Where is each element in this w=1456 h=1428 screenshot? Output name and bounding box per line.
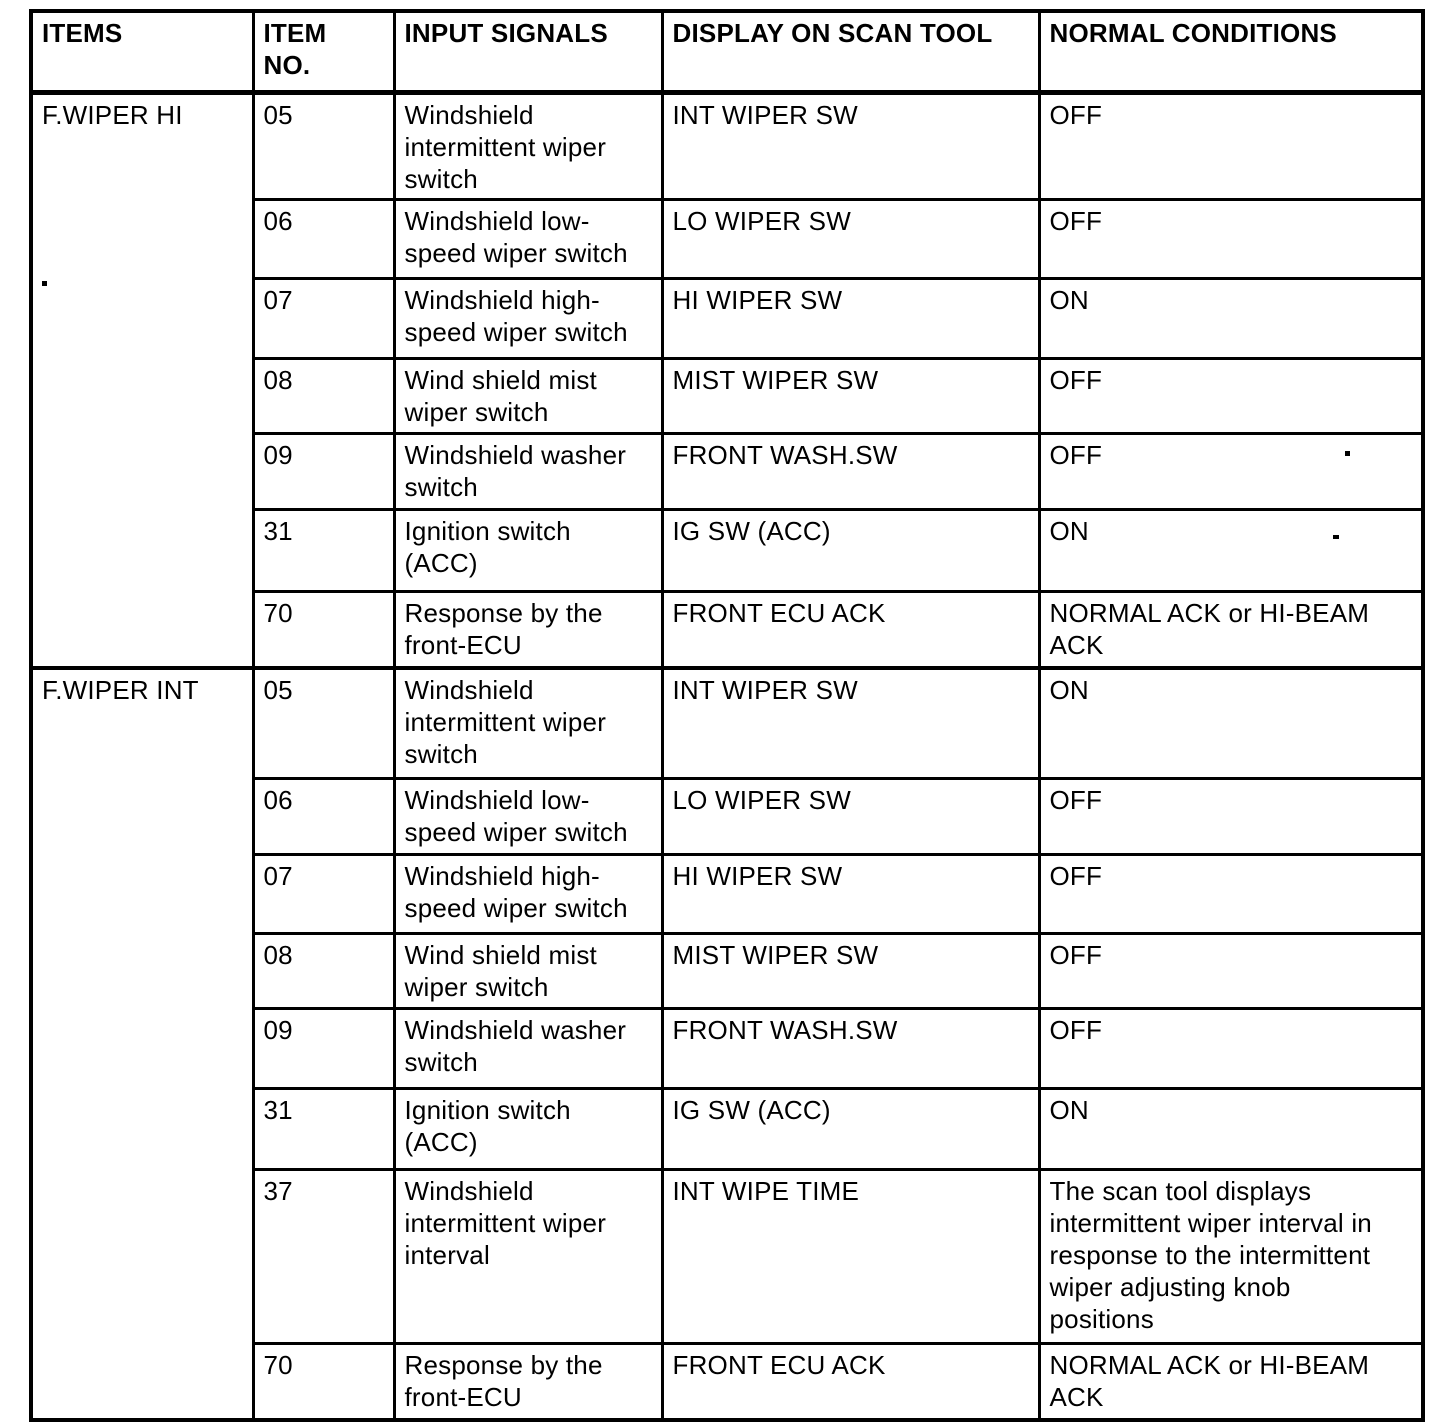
cell-input-signal: Windshield low- speed wiper switch — [392, 776, 664, 856]
cell-normal-condition: OFF — [1037, 852, 1425, 935]
cell-item-no: 07 — [251, 852, 396, 935]
cell-display: FRONT WASH.SW — [660, 1006, 1041, 1090]
cell-input-signal: Response by the front-ECU — [392, 1341, 664, 1422]
cell-normal-condition: OFF — [1037, 356, 1425, 435]
scan-speck — [1345, 451, 1350, 456]
cell-input-signal: Windshield intermittent wiper switch — [392, 666, 664, 780]
cell-item-no: 37 — [251, 1167, 396, 1345]
cell-item-no: 05 — [251, 90, 396, 201]
cell-display: LO WIPER SW — [660, 197, 1041, 280]
cell-input-signal: Wind shield mist wiper switch — [392, 356, 664, 435]
cell-normal-condition: OFF — [1037, 90, 1425, 201]
cell-display: INT WIPER SW — [660, 666, 1041, 780]
table-row: 31 Ignition switch (ACC) IG SW (ACC) ON — [31, 507, 1425, 593]
cell-normal-condition: ON — [1037, 1086, 1425, 1171]
cell-input-signal: Ignition switch (ACC) — [392, 507, 664, 593]
cell-normal-condition: ON — [1037, 276, 1425, 360]
cell-normal-condition: ON — [1037, 666, 1425, 780]
cell-input-signal: Windshield intermittent wiper switch — [392, 90, 664, 201]
cell-display: FRONT ECU ACK — [660, 589, 1041, 670]
column-header-display-on-scan-tool: DISPLAY ON SCAN TOOL — [660, 9, 1041, 95]
table-row: 70 Response by the front-ECU FRONT ECU A… — [31, 589, 1425, 670]
cell-item-no: 31 — [251, 507, 396, 593]
cell-normal-condition: NORMAL ACK or HI-BEAM ACK — [1037, 589, 1425, 670]
cell-normal-condition: The scan tool displays intermittent wipe… — [1037, 1167, 1425, 1345]
cell-normal-condition: OFF — [1037, 431, 1425, 511]
cell-item-no: 06 — [251, 197, 396, 280]
cell-input-signal: Windshield low- speed wiper switch — [392, 197, 664, 280]
cell-display: HI WIPER SW — [660, 852, 1041, 935]
cell-input-signal: Windshield washer switch — [392, 1006, 664, 1090]
cell-item-no: 07 — [251, 276, 396, 360]
table-row: F.WIPER INT 05 Windshield intermittent w… — [29, 666, 1425, 1422]
cell-item-no: 08 — [251, 356, 396, 435]
cell-item-no: 70 — [251, 1341, 396, 1422]
cell-item-no: 08 — [251, 931, 396, 1010]
cell-item-no: 09 — [251, 1006, 396, 1090]
cell-display: INT WIPE TIME — [660, 1167, 1041, 1345]
table-row: 09 Windshield washer switch FRONT WASH.S… — [31, 1006, 1425, 1090]
cell-item-no: 06 — [251, 776, 396, 856]
table-row: 07 Windshield high- speed wiper switch H… — [31, 276, 1425, 360]
cell-input-signal: Response by the front-ECU — [392, 589, 664, 670]
cell-normal-condition: ON — [1037, 507, 1425, 593]
cell-input-signal: Windshield intermittent wiper interval — [392, 1167, 664, 1345]
cell-display: FRONT ECU ACK — [660, 1341, 1041, 1422]
table-row: 37 Windshield intermittent wiper interva… — [31, 1167, 1425, 1345]
table-row: 06 Windshield low- speed wiper switch LO… — [31, 776, 1425, 856]
table-row: 08 Wind shield mist wiper switch MIST WI… — [31, 356, 1425, 435]
table-row: 08 Wind shield mist wiper switch MIST WI… — [31, 931, 1425, 1010]
cell-display: HI WIPER SW — [660, 276, 1041, 360]
cell-display: MIST WIPER SW — [660, 931, 1041, 1010]
cell-display: IG SW (ACC) — [660, 1086, 1041, 1171]
column-header-input-signals: INPUT SIGNALS — [392, 9, 664, 95]
cell-normal-condition: OFF — [1037, 1006, 1425, 1090]
column-header-item-no: ITEM NO. — [251, 9, 396, 95]
header-row: ITEMS ITEM NO. INPUT SIGNALS DISPLAY ON … — [29, 9, 1425, 95]
table-row: 06 Windshield low- speed wiper switch LO… — [31, 197, 1425, 280]
cell-display: FRONT WASH.SW — [660, 431, 1041, 511]
scan-tool-signal-table: ITEMS ITEM NO. INPUT SIGNALS DISPLAY ON … — [29, 9, 1425, 1422]
table-row: 07 Windshield high- speed wiper switch H… — [31, 852, 1425, 935]
cell-display: LO WIPER SW — [660, 776, 1041, 856]
cell-normal-condition: OFF — [1037, 776, 1425, 856]
cell-input-signal: Windshield high- speed wiper switch — [392, 852, 664, 935]
scan-speck — [1333, 535, 1339, 539]
column-header-normal-conditions: NORMAL CONDITIONS — [1037, 9, 1425, 95]
cell-display: INT WIPER SW — [660, 90, 1041, 201]
table-row: F.WIPER HI 05 Windshield intermittent wi… — [29, 90, 1425, 670]
cell-item-no: 05 — [251, 666, 396, 780]
table-row: 31 Ignition switch (ACC) IG SW (ACC) ON — [31, 1086, 1425, 1171]
scan-speck — [42, 281, 47, 286]
cell-input-signal: Wind shield mist wiper switch — [392, 931, 664, 1010]
cell-display: MIST WIPER SW — [660, 356, 1041, 435]
table-row: 70 Response by the front-ECU FRONT ECU A… — [31, 1341, 1425, 1422]
item-group-label: F.WIPER HI — [29, 90, 255, 670]
cell-item-no: 09 — [251, 431, 396, 511]
cell-input-signal: Ignition switch (ACC) — [392, 1086, 664, 1171]
table-row: 09 Windshield washer switch FRONT WASH.S… — [31, 431, 1425, 511]
cell-input-signal: Windshield washer switch — [392, 431, 664, 511]
item-group-label: F.WIPER INT — [29, 666, 255, 1422]
cell-item-no: 70 — [251, 589, 396, 670]
cell-input-signal: Windshield high- speed wiper switch — [392, 276, 664, 360]
cell-normal-condition: OFF — [1037, 931, 1425, 1010]
cell-normal-condition: OFF — [1037, 197, 1425, 280]
cell-normal-condition: NORMAL ACK or HI-BEAM ACK — [1037, 1341, 1425, 1422]
cell-display: IG SW (ACC) — [660, 507, 1041, 593]
cell-item-no: 31 — [251, 1086, 396, 1171]
column-header-items: ITEMS — [29, 9, 255, 95]
